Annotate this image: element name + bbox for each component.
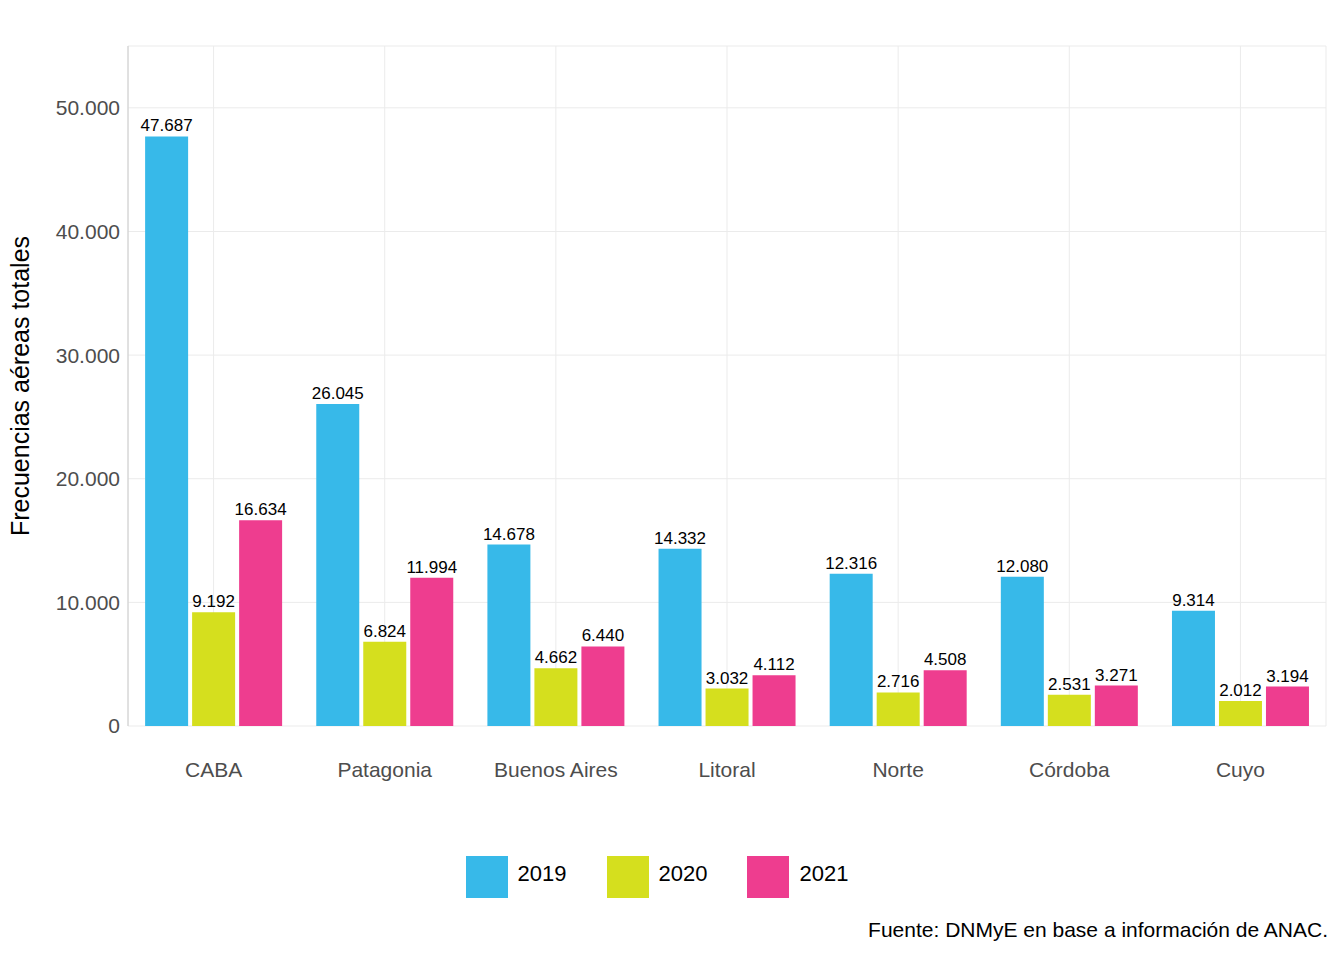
svg-text:10.000: 10.000 [56,591,120,614]
html-text:2019: 2019 [517,861,567,887]
svg-text:6.440: 6.440 [582,626,625,645]
svg-text:16.634: 16.634 [235,500,287,519]
svg-text:50.000: 50.000 [56,96,120,119]
svg-text:6.824: 6.824 [363,622,406,641]
svg-text:9.192: 9.192 [192,592,235,611]
svg-text:3.194: 3.194 [1266,667,1309,686]
svg-text:Córdoba: Córdoba [1029,758,1110,781]
svg-text:12.316: 12.316 [825,554,877,573]
svg-text:Patagonia: Patagonia [337,758,432,781]
svg-text:26.045: 26.045 [312,384,364,403]
svg-text:2.012: 2.012 [1219,681,1262,700]
svg-text:14.678: 14.678 [483,525,535,544]
svg-text:0: 0 [108,714,120,737]
svg-text:20.000: 20.000 [56,467,120,490]
svg-text:12.080: 12.080 [996,557,1048,576]
svg-text:40.000: 40.000 [56,220,120,243]
svg-text:2.531: 2.531 [1048,675,1091,694]
svg-text:4.112: 4.112 [753,655,794,674]
svg-text:4.508: 4.508 [924,650,967,669]
svg-text:2.716: 2.716 [877,672,920,691]
html-text:Fuente: DNMyE en base a inform: Fuente: DNMyE en base a información de A… [868,918,1328,941]
svg-text:9.314: 9.314 [1172,591,1215,610]
svg-text:Frecuencias aéreas totales: Frecuencias aéreas totales [8,236,34,536]
svg-text:3.271: 3.271 [1095,666,1138,685]
html-text:2020: 2020 [658,861,708,887]
svg-text:3.032: 3.032 [706,669,749,688]
svg-text:47.687: 47.687 [141,116,193,135]
svg-text:Cuyo: Cuyo [1216,758,1265,781]
svg-text:11.994: 11.994 [406,558,457,577]
svg-text:30.000: 30.000 [56,344,120,367]
svg-text:CABA: CABA [185,758,242,781]
svg-text:14.332: 14.332 [654,529,706,548]
html-text:2021: 2021 [799,861,849,887]
svg-text:4.662: 4.662 [535,648,578,667]
svg-text:Norte: Norte [872,758,923,781]
svg-text:Litoral: Litoral [698,758,755,781]
svg-text:Buenos Aires: Buenos Aires [494,758,618,781]
